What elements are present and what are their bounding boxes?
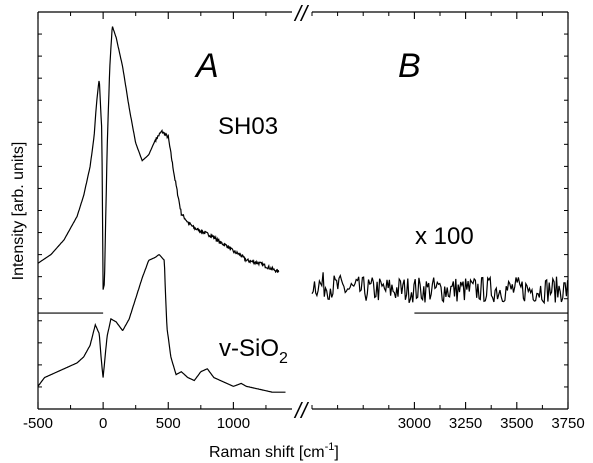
plot-frame — [37, 11, 569, 410]
series-line-sh03 — [37, 26, 280, 290]
x-axis-title-end: ] — [334, 444, 338, 461]
series-line-v-sio- — [37, 254, 286, 393]
vsio2-label-sub: 2 — [279, 350, 288, 367]
scale-label: x 100 — [415, 223, 474, 250]
vsio2-label-base: v-SiO — [219, 335, 279, 362]
panel-label-a: A — [194, 47, 219, 85]
series-line-sh03-x-100 — [311, 272, 569, 305]
x-axis-title-main: Raman shift [cm — [209, 444, 325, 461]
x-axis-title: Raman shift [cm-1] — [209, 441, 339, 461]
x-b-tick-label: 3250 — [449, 415, 482, 432]
series-group — [37, 26, 569, 393]
x-a-tick-label: 0 — [99, 415, 107, 432]
panel-label-b: B — [398, 47, 421, 85]
x-b-tick-label: 3750 — [551, 415, 584, 432]
x-a-tick-label: 500 — [156, 415, 181, 432]
x-tick-labels: -500 0 500 1000 3000 3250 3500 3750 — [23, 415, 585, 432]
axis-ticks — [37, 12, 569, 409]
sh03-label: SH03 — [218, 113, 278, 140]
x-a-tick-label: -500 — [23, 415, 53, 432]
x-axis-title-sup: -1 — [325, 441, 335, 453]
x-b-tick-label: 3500 — [500, 415, 533, 432]
axis-break-top: // — [293, 1, 309, 26]
x-a-tick-label: 1000 — [217, 415, 250, 432]
y-axis-title: Intensity [arb. units] — [10, 142, 27, 281]
x-b-tick-label: 3000 — [398, 415, 431, 432]
vsio2-label: v-SiO2 — [219, 335, 288, 367]
axis-break-bottom: // — [293, 398, 309, 423]
